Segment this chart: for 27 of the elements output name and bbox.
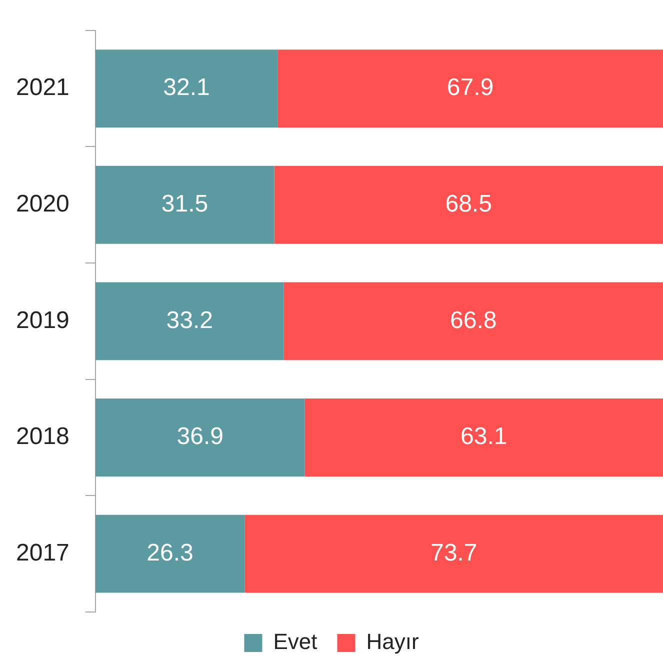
data-label: 63.1 (460, 423, 508, 450)
bar (95, 398, 305, 476)
data-label: 66.8 (450, 306, 497, 334)
data-label: 32.1 (163, 74, 210, 102)
y-tick-label: 2021 (16, 74, 70, 102)
y-tick-label: 2019 (16, 306, 70, 334)
data-label: 73.7 (430, 539, 478, 566)
bar (278, 50, 663, 128)
y-tick-label: 2017 (16, 539, 70, 566)
bar (244, 514, 663, 593)
bar (95, 282, 284, 360)
data-label: 67.9 (446, 74, 494, 102)
bar (95, 50, 278, 128)
data-label: 68.5 (445, 190, 492, 218)
y-tick-label: 2020 (16, 190, 70, 218)
y-tick-label: 2018 (16, 423, 70, 450)
data-label: 26.3 (146, 539, 194, 566)
bar (274, 166, 663, 244)
bar (95, 166, 274, 244)
bar (95, 514, 245, 593)
legend-label: Evet (273, 629, 318, 654)
legend-label: Hayır (366, 629, 419, 654)
data-label: 36.9 (176, 423, 224, 450)
bar (304, 398, 663, 476)
bar (284, 282, 663, 360)
data-label: 31.5 (161, 190, 208, 218)
data-label: 33.2 (166, 306, 213, 334)
